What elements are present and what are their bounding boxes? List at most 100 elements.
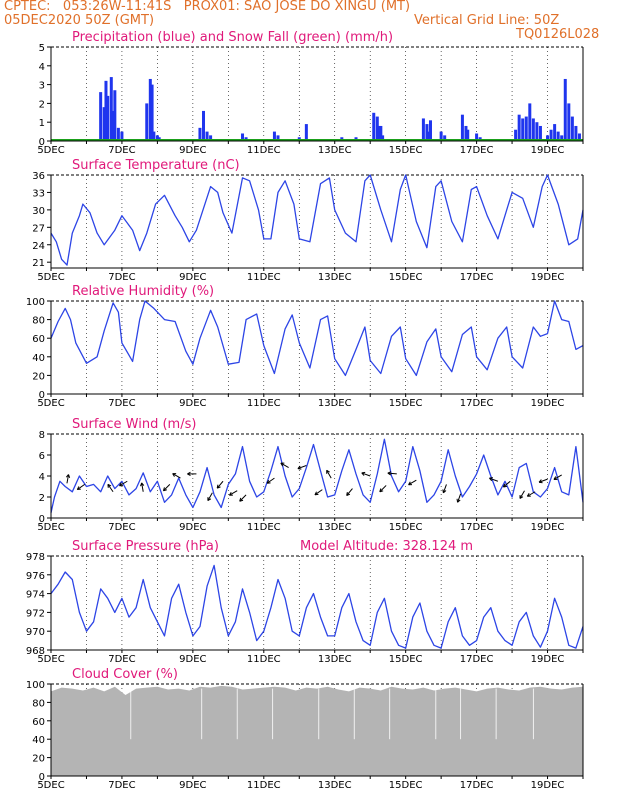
x-tick-label: 13DEC xyxy=(318,145,352,156)
y-tick-label: 4 xyxy=(39,472,45,483)
x-tick-label: 5DEC xyxy=(37,522,64,533)
precip-bar xyxy=(425,124,429,141)
precip-bar xyxy=(198,127,202,141)
wind-arrow xyxy=(141,482,144,492)
wind-arrow xyxy=(503,480,511,488)
wind-arrow xyxy=(207,492,213,501)
precip-bar xyxy=(99,92,103,141)
x-tick-label: 15DEC xyxy=(389,398,423,409)
wind-arrow xyxy=(314,489,323,496)
x-tick-label: 15DEC xyxy=(389,780,423,791)
wind-arrow xyxy=(172,473,181,479)
series-line xyxy=(50,438,584,513)
precip-bar xyxy=(521,118,525,141)
x-tick-label: 17DEC xyxy=(460,272,494,283)
y-tick-label: 974 xyxy=(26,590,45,601)
wind-arrow xyxy=(66,474,70,484)
wind-arrow-head xyxy=(326,469,330,473)
x-tick-label: 5DEC xyxy=(37,780,64,791)
y-tick-label: 5 xyxy=(39,43,45,54)
panel-6: Cloud Cover (%) 0 20 40 60 80 100 5DEC 7DEC 9DEC 1… xyxy=(26,667,584,791)
panel-3: Relative Humidity (%) 0 20 40 60 80 100 5DEC 7DE… xyxy=(26,284,584,409)
panel-5: Surface Pressure (hPa) Model Altitude: 32… xyxy=(26,539,584,665)
x-tick-label: 7DEC xyxy=(108,654,135,665)
wind-arrow-head xyxy=(346,491,348,496)
y-tick-label: 80 xyxy=(32,316,45,327)
x-tick-label: 19DEC xyxy=(531,780,565,791)
x-tick-label: 7DEC xyxy=(108,145,135,156)
wind-arrow-head xyxy=(387,471,392,474)
precip-bar xyxy=(205,131,209,141)
precip-bar xyxy=(106,95,110,141)
precip-bar xyxy=(152,131,156,141)
x-tick-label: 9DEC xyxy=(179,780,206,791)
wind-arrow xyxy=(408,479,417,486)
wind-arrow-head xyxy=(553,476,557,480)
wind-arrow-head xyxy=(489,477,493,479)
precip-bar xyxy=(535,122,539,141)
precip-bar xyxy=(524,116,528,141)
x-tick-label: 7DEC xyxy=(108,272,135,283)
wind-arrow xyxy=(379,485,387,493)
wind-arrow xyxy=(553,474,562,480)
wind-arrow xyxy=(527,491,536,497)
y-tick-label: 976 xyxy=(26,571,45,582)
wind-arrow xyxy=(239,494,247,502)
x-tick-label: 11DEC xyxy=(247,522,281,533)
y-tick-label: 30 xyxy=(32,206,45,217)
precip-bar xyxy=(556,131,560,141)
wind-arrow-head xyxy=(228,491,232,496)
x-tick-label: 7DEC xyxy=(108,398,135,409)
wind-arrow-head xyxy=(68,474,71,478)
precip-bar xyxy=(150,84,154,141)
wind-arrow xyxy=(163,484,171,492)
y-tick-label: 978 xyxy=(26,552,45,563)
y-tick-label: 60 xyxy=(32,717,45,728)
x-tick-label: 5DEC xyxy=(37,398,64,409)
y-tick-label: 3 xyxy=(39,81,45,92)
wind-arrow xyxy=(216,480,224,489)
precip-bar xyxy=(377,125,381,141)
y-tick-label: 972 xyxy=(26,608,45,619)
wind-arrow xyxy=(326,470,332,479)
precip-bar xyxy=(111,110,115,141)
wind-arrow-head xyxy=(442,489,444,493)
x-tick-label: 19DEC xyxy=(531,522,565,533)
wind-arrow-head xyxy=(266,479,270,484)
y-tick-label: 21 xyxy=(32,258,45,269)
x-tick-label: 17DEC xyxy=(460,145,494,156)
x-tick-label: 9DEC xyxy=(179,522,206,533)
y-tick-label: 2 xyxy=(39,99,45,110)
wind-arrow-head xyxy=(361,471,366,474)
panel-title: Cloud Cover (%) xyxy=(72,667,178,682)
x-tick-label: 11DEC xyxy=(247,780,281,791)
y-tick-label: 6 xyxy=(39,451,45,462)
y-tick-label: 1 xyxy=(39,118,45,129)
x-tick-label: 5DEC xyxy=(37,654,64,665)
wind-arrow xyxy=(457,493,462,503)
panel-4: Surface Wind (m/s) 0 2 4 6 8 5DEC 7DEC 9DEC 11DEC… xyxy=(37,417,584,533)
precip-bar xyxy=(421,118,425,141)
precip-bar xyxy=(577,133,581,141)
wind-arrow xyxy=(489,477,499,482)
y-tick-label: 8 xyxy=(39,430,45,441)
wind-arrow xyxy=(107,484,114,493)
precip-bar xyxy=(241,133,245,141)
x-tick-label: 7DEC xyxy=(108,780,135,791)
precip-bar xyxy=(428,120,432,141)
x-tick-label: 5DEC xyxy=(37,272,64,283)
wind-arrow-head xyxy=(187,471,191,475)
x-tick-label: 15DEC xyxy=(389,145,423,156)
y-tick-label: 40 xyxy=(32,735,45,746)
x-tick-label: 9DEC xyxy=(179,272,206,283)
y-tick-label: 20 xyxy=(32,754,45,765)
wind-arrow-head xyxy=(141,482,145,486)
wind-arrow xyxy=(266,477,275,484)
precip-bar xyxy=(538,125,542,141)
x-tick-label: 9DEC xyxy=(179,398,206,409)
header-line1: CPTEC: 053:26W-11:41S PROX01: SAO JOSE D… xyxy=(4,0,411,14)
precip-bar xyxy=(120,131,124,141)
x-tick-label: 13DEC xyxy=(318,398,352,409)
y-tick-label: 2 xyxy=(39,493,45,504)
x-tick-label: 19DEC xyxy=(531,654,565,665)
